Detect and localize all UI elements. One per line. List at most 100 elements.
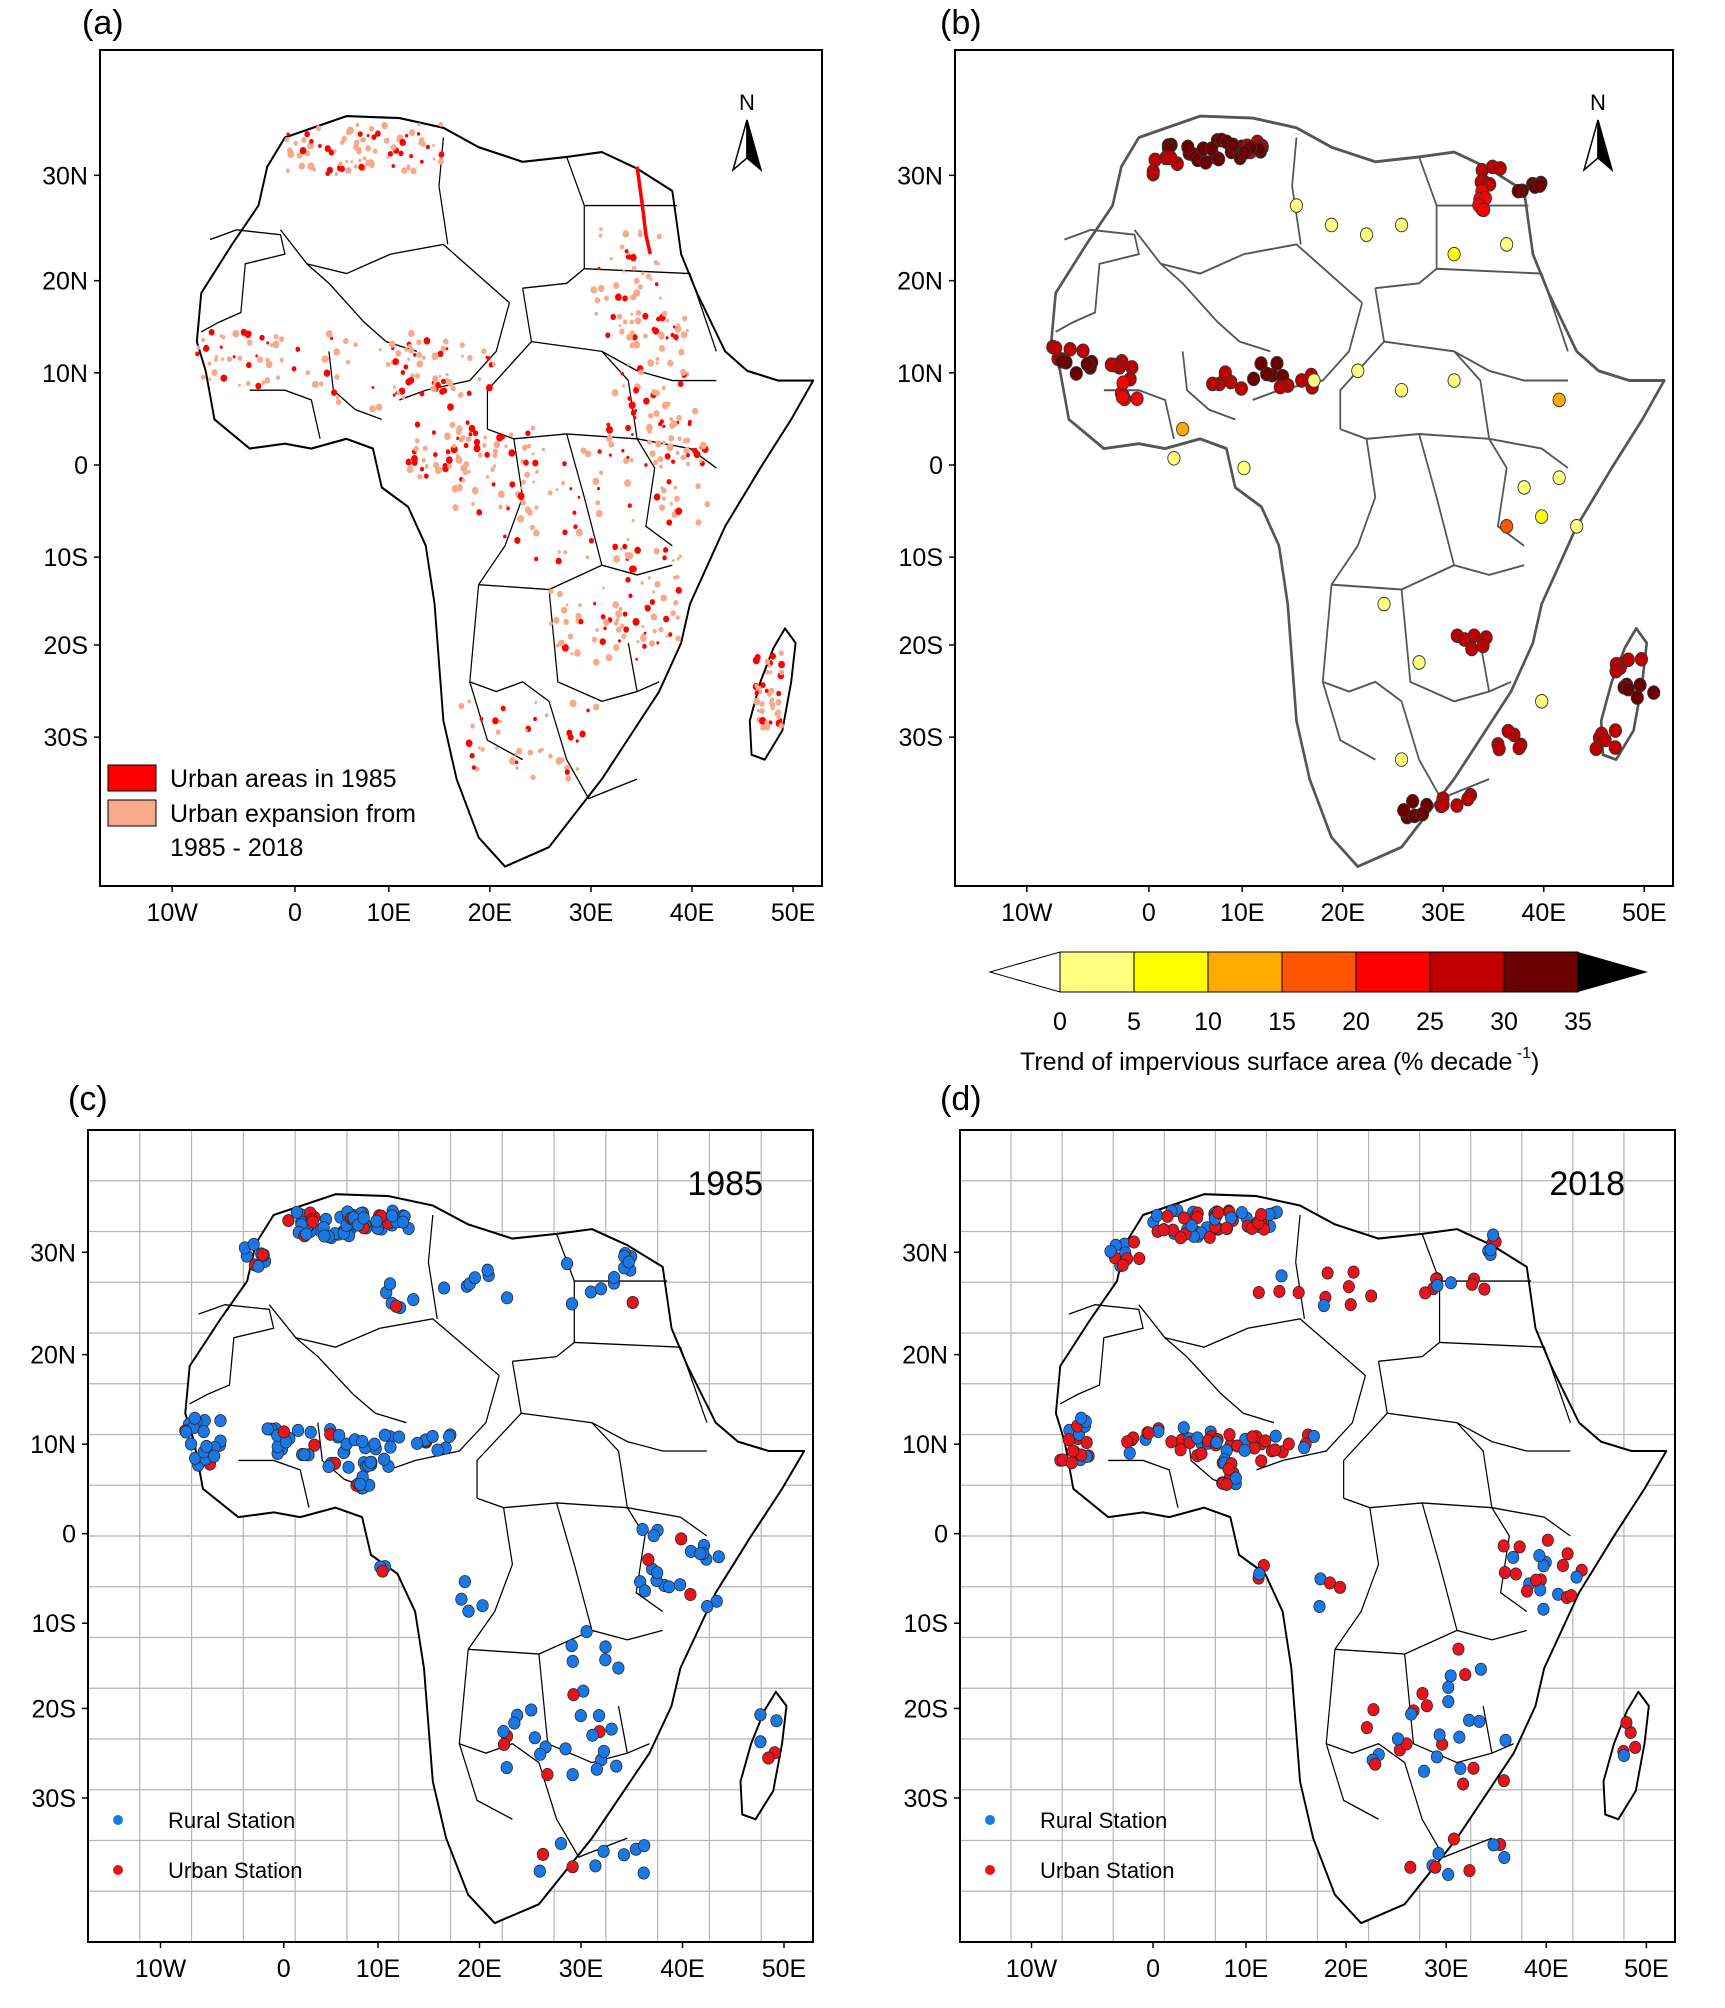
urban-pixel [423,473,429,479]
rural-station-marker [554,1837,568,1851]
urban-pixel [447,403,454,411]
urban-pixel [692,447,698,454]
urban-pixel [590,286,598,294]
urban-pixel [563,618,569,626]
urban-pixel [486,356,491,361]
urban-pixel [395,350,402,357]
station-trend-marker [1212,151,1226,167]
urban-pixel [202,344,210,352]
urban-pixel [654,440,662,448]
colorbar-tick: 25 [1416,1008,1444,1036]
urban-pixel [498,504,503,510]
rural-station-marker [1432,1846,1445,1860]
urban-pixel [555,557,562,565]
colorbar-tick: 15 [1268,1008,1296,1036]
station-trend-marker [1609,663,1623,679]
urban-pixel [514,752,518,756]
rural-station-marker [528,1731,541,1745]
urban-pixel [671,459,676,464]
rural-station-marker [1431,1278,1444,1293]
station-trend-marker [1167,450,1181,466]
urban-pixel [333,149,337,153]
urban-pixel [674,495,680,502]
urban-pixel [315,125,322,132]
urban-pixel [480,746,485,752]
urban-pixel [673,600,679,606]
urban-pixel [593,601,597,606]
lat-tick-label: 10S [44,544,88,572]
urban-pixel [509,432,514,438]
urban-pixel [618,606,623,611]
urban-pixel [195,351,200,357]
urban-pixel [674,325,682,333]
urban-pixel [759,717,767,725]
lon-tick-label: 30E [569,899,613,927]
station-trend-marker [1598,732,1612,748]
urban-pixel [575,767,580,771]
lat-tick-label: 20N [42,268,88,296]
urban-pixel [238,383,241,387]
lon-tick-label: 10E [1220,899,1264,927]
urban-pixel [627,363,630,367]
urban-pixel [208,329,215,336]
urban-pixel [597,449,602,454]
urban-pixel [358,163,365,171]
urban-pixel [445,372,449,377]
urban-pixel [345,167,352,174]
rural-station-marker [1454,1761,1467,1776]
urban-pixel [561,643,569,652]
urban-pixel [476,509,483,516]
lat-tick-label: 20S [899,632,943,660]
urban-station-marker [306,1215,319,1229]
urban-pixel [388,340,396,348]
lon-tick-label: 0 [288,899,302,927]
urban-pixel [669,417,674,422]
urban-pixel [455,453,460,459]
urban-pixel [535,469,539,474]
urban-pixel [365,145,372,152]
urban-pixel [374,130,381,137]
urban-pixel [331,389,338,396]
urban-pixel [372,148,378,154]
urban-pixel [323,355,329,362]
colorbar-segment [1503,951,1579,993]
urban-pixel [584,450,592,458]
urban-pixel [404,347,408,352]
urban-pixel [597,266,601,270]
urban-pixel [567,633,574,640]
station-trend-marker [1394,752,1409,767]
urban-station-marker [1620,1715,1633,1729]
urban-pixel [325,330,333,338]
urban-pixel [598,470,604,476]
urban-station-marker [1203,1230,1216,1244]
urban-pixel [307,141,314,150]
urban-station-marker [1466,1277,1479,1291]
urban-pixel [450,445,458,454]
urban-pixel [503,534,507,539]
rural-station-marker [580,1625,593,1639]
urban-pixel [661,401,669,410]
urban-pixel [636,639,640,644]
urban-pixel [633,289,641,297]
urban-pixel [422,445,428,451]
colorbar-title: Trend of impervious surface area (% deca… [1020,1045,1539,1076]
urban-pixel [629,342,635,348]
rural-station-marker [638,1839,651,1853]
urban-pixel [678,348,685,356]
urban-pixel [334,172,339,177]
urban-pixel [661,385,666,390]
rural-station-marker [431,1443,444,1457]
urban-pixel [523,459,529,466]
urban-pixel [246,381,251,387]
urban-pixel [553,616,560,624]
rural-station-marker [1185,1219,1198,1233]
urban-pixel [577,495,581,499]
urban-pixel [433,452,438,458]
urban-station-marker [1323,1576,1336,1590]
urban-pixel [615,626,622,633]
urban-pixel [653,459,659,466]
urban-pixel [533,716,537,722]
urban-pixel [760,724,766,731]
north-arrow-left [731,119,748,173]
